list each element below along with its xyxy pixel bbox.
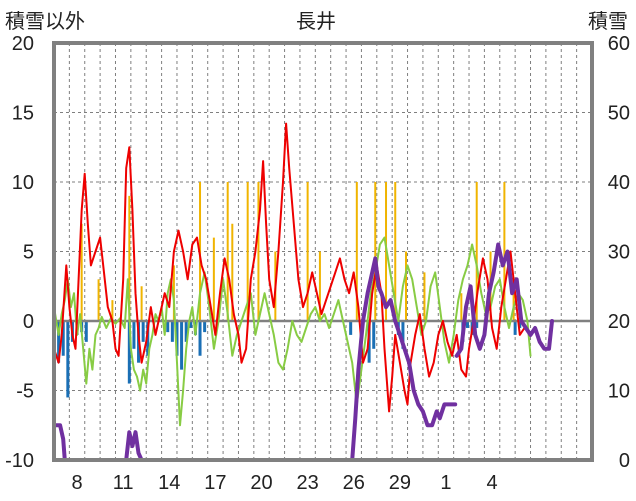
sunshine-bar bbox=[203, 321, 207, 333]
right-axis-label: 積雪 bbox=[588, 11, 628, 33]
x-tick-label: 23 bbox=[297, 472, 319, 494]
wind-line bbox=[53, 236, 532, 427]
sunshine-bar bbox=[141, 321, 145, 342]
sunshine-bar bbox=[127, 321, 131, 384]
sunshine-bar bbox=[401, 321, 405, 349]
y-right-tick-label: 40 bbox=[608, 172, 630, 194]
sunshine-bar bbox=[465, 321, 469, 328]
snow-depth-line bbox=[454, 242, 554, 358]
sunshine-bar bbox=[475, 321, 479, 328]
plot-frame bbox=[52, 41, 594, 462]
sunshine-bars bbox=[57, 321, 522, 398]
y-left-tick-label: 20 bbox=[12, 33, 34, 55]
y-left-tick-label: -10 bbox=[5, 450, 34, 472]
sunshine-bar bbox=[57, 321, 61, 363]
y-left-tick-label: 10 bbox=[12, 172, 34, 194]
sunshine-bar bbox=[184, 321, 188, 342]
y-right-tick-label: 0 bbox=[619, 450, 630, 472]
y-right-tick-label: 50 bbox=[608, 103, 630, 125]
y-right-tick-label: 10 bbox=[608, 381, 630, 403]
y-right-tick-label: 30 bbox=[608, 242, 630, 264]
x-tick-label: 4 bbox=[487, 472, 498, 494]
sunshine-bar bbox=[66, 321, 70, 398]
snow-depth-line bbox=[52, 256, 458, 462]
sunshine-bar bbox=[170, 321, 174, 342]
x-tick-label: 8 bbox=[71, 472, 82, 494]
x-tick-label: 1 bbox=[440, 472, 451, 494]
sunshine-bar bbox=[84, 321, 88, 342]
y-left-tick-label: 5 bbox=[23, 242, 34, 264]
y-right-tick-label: 60 bbox=[608, 33, 630, 55]
y-left-tick-label: 15 bbox=[12, 103, 34, 125]
x-tick-label: 26 bbox=[343, 472, 365, 494]
temperature-line bbox=[53, 122, 526, 413]
y-right-tick-label: 20 bbox=[608, 311, 630, 333]
sunshine-bar bbox=[349, 321, 353, 335]
sunshine-bar bbox=[146, 321, 150, 356]
sunshine-bar bbox=[166, 321, 170, 333]
y-left-tick-label: 0 bbox=[23, 311, 34, 333]
sunshine-bar bbox=[518, 321, 522, 328]
sunshine-bar bbox=[372, 321, 376, 349]
x-tick-label: 11 bbox=[113, 472, 134, 494]
precipitation-spikes bbox=[80, 182, 515, 321]
series-lines bbox=[52, 122, 554, 462]
sunshine-bar bbox=[180, 321, 184, 370]
sunshine-bar bbox=[189, 321, 193, 328]
sunshine-bar bbox=[198, 321, 202, 356]
left-axis-label: 積雪以外 bbox=[5, 11, 85, 33]
y-left-tick-label: -5 bbox=[16, 381, 34, 403]
x-tick-label: 17 bbox=[204, 472, 226, 494]
sunshine-bar bbox=[61, 321, 65, 356]
sunshine-bar bbox=[132, 321, 136, 349]
sunshine-bar bbox=[175, 321, 179, 356]
x-tick-label: 29 bbox=[389, 472, 411, 494]
x-tick-label: 20 bbox=[250, 472, 272, 494]
x-tick-label: 14 bbox=[158, 472, 180, 494]
chart-title: 長井 bbox=[296, 11, 336, 33]
sunshine-bar bbox=[513, 321, 517, 335]
